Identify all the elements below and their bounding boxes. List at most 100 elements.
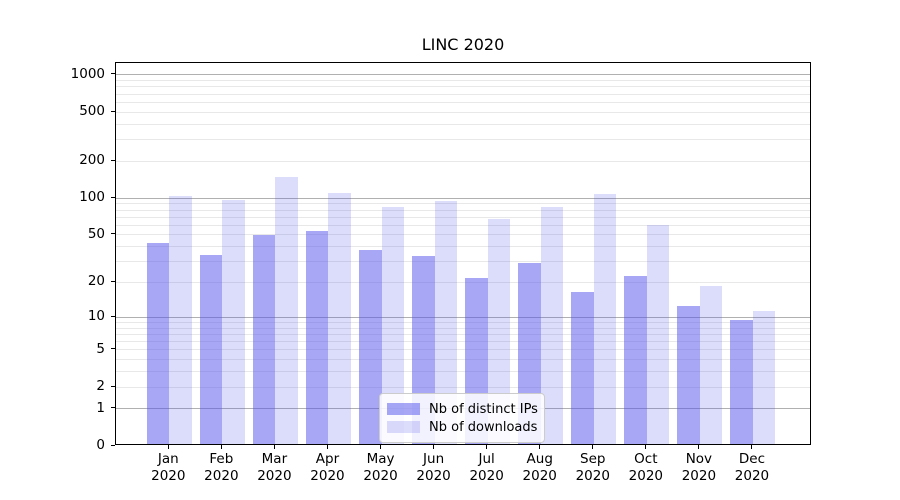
y-tick-label-50: 50 xyxy=(87,225,105,242)
bar-downloads-jun xyxy=(434,201,458,444)
gridline-minor-60 xyxy=(116,224,810,226)
y-tick-label-10: 10 xyxy=(87,308,105,325)
gridline-major-100 xyxy=(116,197,810,199)
x-tick-sep xyxy=(592,445,594,449)
bar-downloads-jan xyxy=(169,196,192,444)
x-tick-label-may: May 2020 xyxy=(363,451,398,484)
gridline-minor-9 xyxy=(116,321,810,323)
bar-downloads-oct xyxy=(646,225,670,444)
gridline-minor-800 xyxy=(116,86,810,88)
y-tick-50 xyxy=(111,233,115,235)
y-tick-1 xyxy=(111,407,115,409)
bar-downloads-dec xyxy=(752,310,776,444)
y-tick-label-200: 200 xyxy=(79,152,105,169)
gridline-major-10 xyxy=(116,316,810,318)
legend-swatch-downloads xyxy=(387,421,420,433)
x-tick-label-oct: Oct 2020 xyxy=(628,451,663,484)
y-tick-label-5: 5 xyxy=(96,340,105,357)
gridline-minor-900 xyxy=(116,80,810,82)
plot-area xyxy=(115,62,811,445)
legend-label-downloads: Nb of downloads xyxy=(429,419,538,435)
gridline-minor-5 xyxy=(116,349,810,351)
gridline-minor-90 xyxy=(116,203,810,205)
y-tick-label-1: 1 xyxy=(96,399,105,416)
bar-distinct-ips-oct xyxy=(624,275,647,444)
x-tick-label-apr: Apr 2020 xyxy=(310,451,345,484)
bar-distinct-ips-feb xyxy=(199,254,223,444)
legend-swatch-distinct-ips xyxy=(387,403,420,415)
y-tick-20 xyxy=(111,280,115,282)
y-tick-1000 xyxy=(111,73,115,75)
y-tick-2 xyxy=(111,385,115,387)
bar-downloads-feb xyxy=(222,200,245,444)
bar-distinct-ips-mar xyxy=(252,235,276,444)
gridline-minor-50 xyxy=(116,234,810,236)
y-tick-label-2: 2 xyxy=(96,378,105,394)
bar-downloads-jul xyxy=(487,219,511,444)
x-tick-label-dec: Dec 2020 xyxy=(734,451,770,484)
y-tick-500 xyxy=(111,110,115,112)
gridline-minor-2 xyxy=(116,386,810,388)
gridline-minor-500 xyxy=(116,111,810,113)
y-tick-5 xyxy=(111,348,115,350)
x-tick-label-feb: Feb 2020 xyxy=(204,451,239,484)
y-tick-label-500: 500 xyxy=(79,103,105,120)
gridline-minor-40 xyxy=(116,246,810,248)
bar-downloads-sep xyxy=(593,193,617,444)
gridline-minor-7 xyxy=(116,333,810,335)
gridline-minor-200 xyxy=(116,160,810,162)
gridline-minor-4 xyxy=(116,359,810,361)
gridline-minor-6 xyxy=(116,340,810,342)
x-tick-mar xyxy=(273,445,275,449)
gridline-minor-700 xyxy=(116,93,810,95)
gridline-minor-30 xyxy=(116,261,810,263)
bar-downloads-mar xyxy=(275,176,298,444)
x-tick-label-aug: Aug 2020 xyxy=(522,451,557,484)
y-tick-label-20: 20 xyxy=(87,273,105,290)
bar-distinct-ips-sep xyxy=(571,291,594,444)
bar-downloads-may xyxy=(381,207,405,444)
gridline-major-1000 xyxy=(116,74,810,76)
legend: Nb of distinct IPs Nb of downloads xyxy=(379,393,545,443)
x-tick-label-mar: Mar 2020 xyxy=(257,451,292,484)
x-tick-jul xyxy=(486,445,488,449)
bar-distinct-ips-jan xyxy=(146,243,170,444)
x-tick-feb xyxy=(220,445,222,449)
x-tick-label-sep: Sep 2020 xyxy=(575,451,610,484)
bar-downloads-aug xyxy=(540,207,564,444)
x-tick-label-jan: Jan 2020 xyxy=(151,451,186,484)
y-tick-label-0: 0 xyxy=(96,437,105,453)
x-tick-jun xyxy=(433,445,435,449)
legend-entry-distinct-ips: Nb of distinct IPs xyxy=(387,401,538,417)
x-tick-oct xyxy=(645,445,647,449)
bar-distinct-ips-nov xyxy=(677,306,700,444)
bar-downloads-apr xyxy=(328,192,351,444)
x-tick-label-jul: Jul 2020 xyxy=(469,451,504,484)
legend-label-distinct-ips: Nb of distinct IPs xyxy=(429,401,538,417)
y-tick-100 xyxy=(111,196,115,198)
x-tick-dec xyxy=(751,445,753,449)
bar-downloads-nov xyxy=(699,285,723,444)
x-tick-label-nov: Nov 2020 xyxy=(681,451,717,484)
bar-distinct-ips-apr xyxy=(305,230,329,444)
gridline-minor-3 xyxy=(116,371,810,373)
chart-title: LINC 2020 xyxy=(421,35,505,54)
x-tick-jan xyxy=(167,445,169,449)
x-tick-nov xyxy=(698,445,700,449)
x-tick-apr xyxy=(326,445,328,449)
y-tick-200 xyxy=(111,159,115,161)
x-tick-may xyxy=(380,445,382,449)
gridline-minor-400 xyxy=(116,123,810,125)
gridline-minor-20 xyxy=(116,281,810,283)
x-tick-label-jun: Jun 2020 xyxy=(416,451,451,484)
gridline-minor-300 xyxy=(116,139,810,140)
legend-entry-downloads: Nb of downloads xyxy=(387,419,537,435)
bar-distinct-ips-dec xyxy=(730,320,753,444)
x-tick-aug xyxy=(539,445,541,449)
y-tick-10 xyxy=(111,315,115,317)
gridline-minor-600 xyxy=(116,101,810,103)
gridline-minor-80 xyxy=(116,209,810,211)
y-tick-0 xyxy=(111,444,115,446)
bar-distinct-ips-may xyxy=(359,250,382,444)
